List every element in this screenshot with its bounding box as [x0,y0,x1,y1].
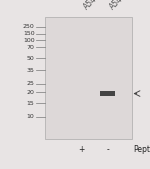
Text: 25: 25 [27,81,34,86]
Text: 250: 250 [23,24,34,29]
Text: 50: 50 [27,56,34,61]
Text: +: + [78,145,85,154]
Text: 10: 10 [27,114,34,119]
Text: 70: 70 [27,45,34,50]
Text: 150: 150 [23,31,34,37]
Text: 15: 15 [27,101,34,106]
Text: -: - [106,145,109,154]
Text: Peptide: Peptide [134,145,150,154]
Text: A549: A549 [82,0,102,12]
Bar [45,17,132,139]
Text: 35: 35 [27,68,34,73]
Text: 20: 20 [27,90,34,95]
Text: 100: 100 [23,38,34,43]
Text: A549: A549 [108,0,128,12]
Bar [100,91,116,96]
